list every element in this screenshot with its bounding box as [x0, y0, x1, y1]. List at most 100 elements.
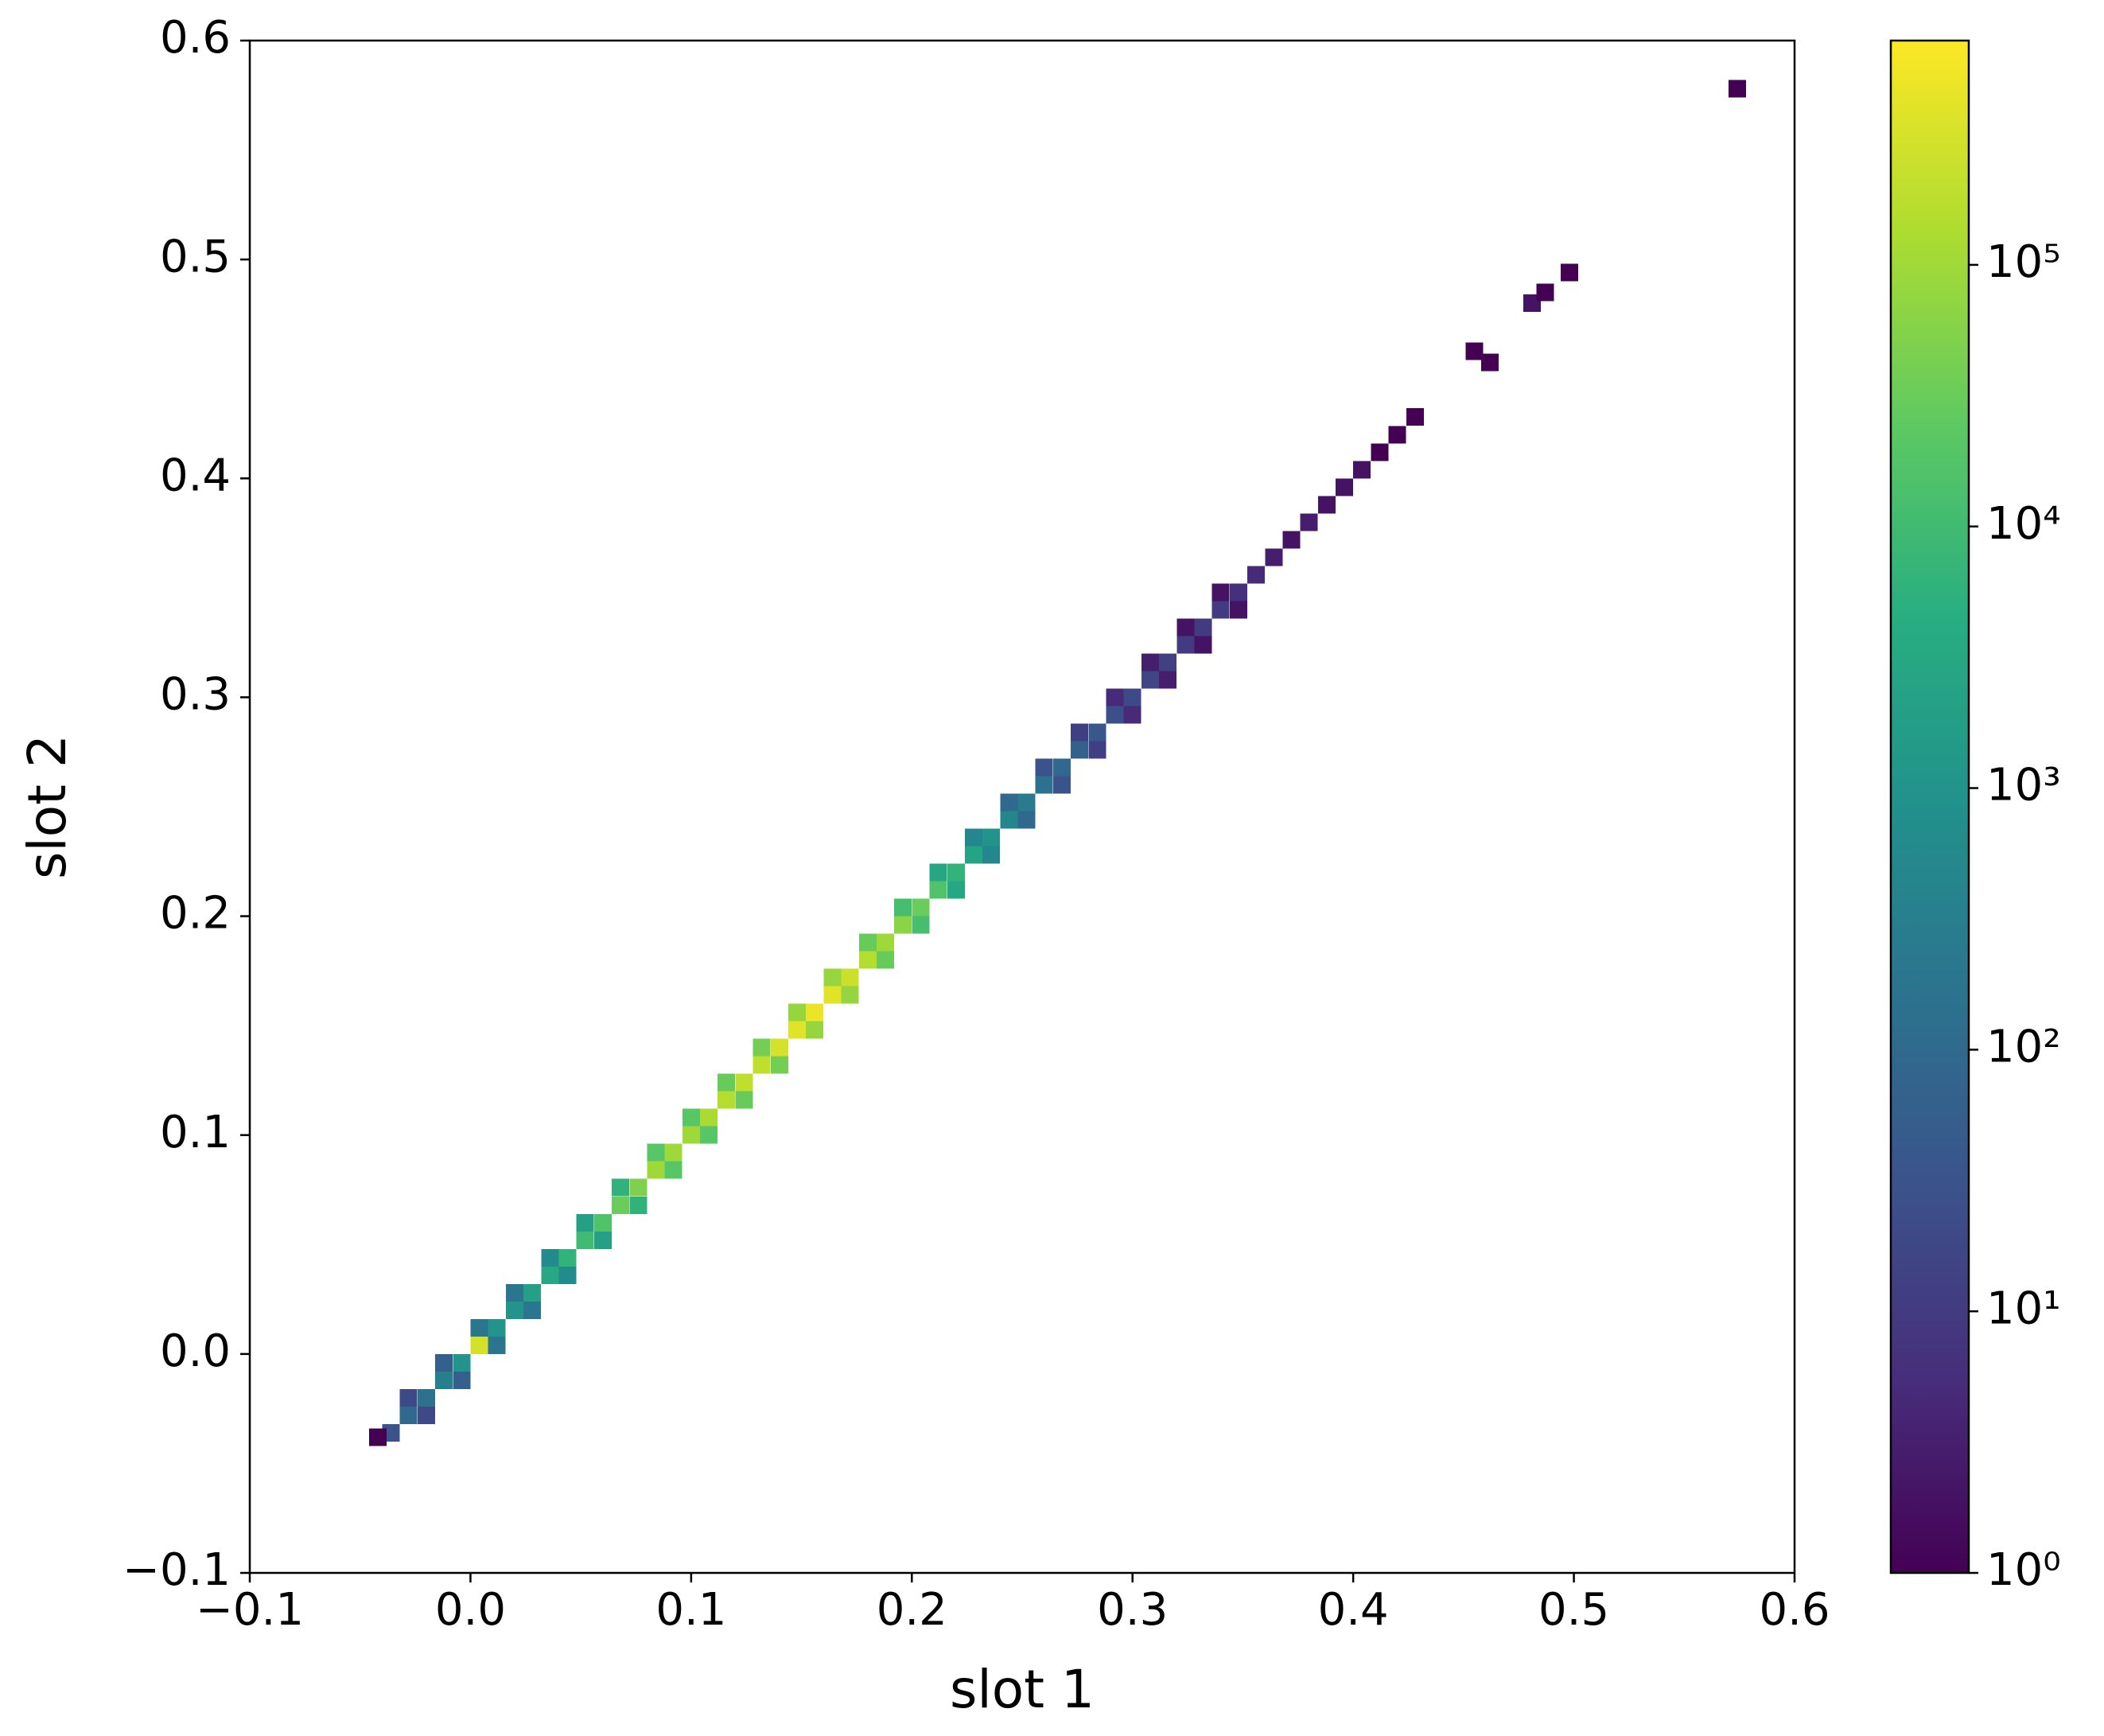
y-tick-label: 0.6: [160, 12, 231, 64]
histogram-cell: [664, 1161, 683, 1179]
histogram-cell: [718, 1073, 736, 1092]
histogram-cell: [1211, 601, 1230, 619]
colorbar-tick-label: 10⁰: [1986, 1544, 2061, 1596]
histogram-cell: [700, 1126, 718, 1144]
histogram-cell: [682, 1108, 700, 1127]
histogram-cell: [1176, 636, 1195, 654]
histogram-cell: [1229, 601, 1247, 619]
y-tick-label: 0.4: [160, 450, 231, 501]
histogram-cell: [647, 1161, 665, 1179]
histogram-cell: [1406, 408, 1424, 426]
histogram-cell: [1017, 793, 1036, 812]
histogram-cell: [929, 863, 947, 882]
histogram-cell: [417, 1406, 435, 1424]
histogram-cell: [912, 916, 930, 934]
histogram-cell: [982, 828, 1001, 847]
histogram-cell: [629, 1196, 648, 1214]
histogram-cell: [753, 1038, 771, 1057]
histogram-cell: [1336, 478, 1354, 496]
histogram-cell: [1052, 776, 1071, 794]
histogram-cell: [629, 1178, 648, 1197]
histogram-cell: [558, 1266, 577, 1284]
histogram-cell: [368, 1428, 387, 1446]
histogram-cell: [1388, 426, 1406, 444]
histogram-cell: [1106, 688, 1124, 706]
histogram-cell: [399, 1406, 418, 1424]
histogram-cell: [1106, 706, 1124, 724]
histogram-cell: [876, 933, 894, 952]
histogram-cell: [770, 1056, 788, 1074]
histogram-cell: [1194, 618, 1212, 636]
histogram-cell: [1536, 283, 1554, 302]
histogram-cell: [470, 1318, 488, 1337]
y-tick-label: −0.1: [123, 1544, 231, 1596]
histogram-cell: [399, 1388, 418, 1407]
histogram-cell: [435, 1353, 453, 1372]
histogram-cell: [929, 881, 947, 899]
x-tick-label: 0.0: [435, 1584, 506, 1636]
histogram-cell: [1035, 758, 1053, 777]
histogram-cell: [505, 1283, 523, 1302]
histogram-cell: [1523, 294, 1541, 313]
histogram-cell: [1071, 723, 1089, 741]
histogram-cell: [1282, 531, 1301, 549]
histogram-cell: [735, 1091, 753, 1109]
histogram-cell: [718, 1091, 736, 1109]
y-tick-label: 0.0: [160, 1325, 231, 1377]
x-tick-label: 0.2: [877, 1584, 947, 1636]
histogram-cell: [1159, 653, 1177, 671]
x-tick-label: 0.1: [655, 1584, 726, 1636]
histogram-cell: [1035, 776, 1053, 794]
histogram-cell: [1465, 342, 1484, 360]
histogram-cell: [770, 1038, 788, 1057]
histogram-cell: [523, 1283, 542, 1302]
histogram-cell: [576, 1213, 594, 1232]
histogram-cell: [593, 1213, 612, 1232]
histogram-cell: [806, 1003, 824, 1022]
histogram-cell: [453, 1371, 471, 1389]
histogram-cell: [1300, 513, 1318, 531]
histogram-cell: [1141, 671, 1159, 689]
x-axis-label: slot 1: [950, 1659, 1095, 1720]
y-tick-label: 0.3: [160, 669, 231, 721]
y-tick-label: 0.1: [160, 1107, 231, 1158]
histogram-cell: [1123, 706, 1141, 724]
histogram-cell: [1371, 443, 1389, 461]
histogram-cell: [1052, 758, 1071, 777]
histogram-cell: [1561, 263, 1579, 282]
histogram-cell: [947, 881, 965, 899]
colorbar: [1889, 39, 1970, 1574]
colorbar-tick-label: 10¹: [1986, 1283, 2061, 1334]
colorbar-tick-label: 10⁴: [1986, 498, 2061, 550]
histogram-cell: [558, 1248, 577, 1267]
x-tick-label: 0.5: [1538, 1584, 1609, 1636]
histogram-cell: [788, 1021, 807, 1039]
histogram-cell: [1265, 548, 1283, 566]
histogram-cell: [841, 986, 859, 1004]
histogram-cell: [894, 898, 912, 917]
histogram-cell: [523, 1301, 542, 1319]
histogram-cell: [1017, 811, 1036, 829]
x-tick-label: −0.1: [196, 1584, 304, 1636]
histogram-cell: [1123, 688, 1141, 706]
histogram-cell: [912, 898, 930, 917]
histogram-cell: [1481, 353, 1499, 372]
histogram-cell: [612, 1178, 630, 1197]
histogram-cell: [470, 1336, 488, 1354]
colorbar-tick-label: 10⁵: [1986, 236, 2061, 288]
histogram-cell: [858, 951, 877, 969]
histogram-cell: [505, 1301, 523, 1319]
histogram-cell: [1194, 636, 1212, 654]
histogram-cell: [1071, 741, 1089, 759]
histogram-cell: [876, 951, 894, 969]
y-axis-label: slot 2: [17, 734, 78, 879]
histogram-cell: [647, 1143, 665, 1162]
histogram-cell: [841, 968, 859, 987]
histogram-cell: [1141, 653, 1159, 671]
x-tick-label: 0.4: [1318, 1584, 1389, 1636]
histogram-cell: [682, 1126, 700, 1144]
histogram-cell: [382, 1423, 400, 1442]
histogram-cell: [1000, 811, 1018, 829]
histogram-cell: [700, 1108, 718, 1127]
